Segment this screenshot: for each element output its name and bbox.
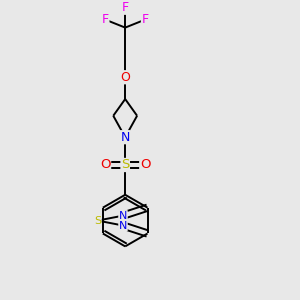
Text: S: S (94, 216, 101, 226)
Text: N: N (119, 220, 127, 230)
Text: O: O (100, 158, 111, 172)
Text: O: O (120, 71, 130, 84)
Text: N: N (121, 131, 130, 144)
Text: F: F (102, 13, 109, 26)
Text: F: F (142, 13, 148, 26)
Text: S: S (121, 158, 129, 172)
Text: N: N (119, 211, 127, 221)
Text: O: O (140, 158, 150, 172)
Text: F: F (122, 1, 129, 14)
